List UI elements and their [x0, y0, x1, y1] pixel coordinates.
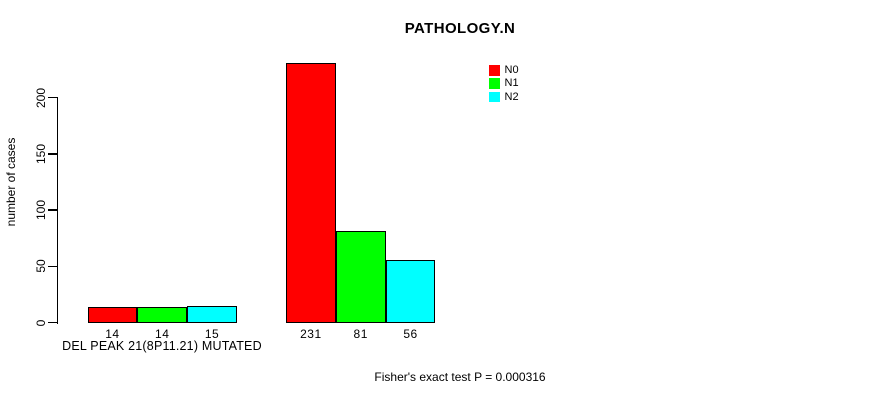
legend-entry-n2: N2: [489, 90, 519, 103]
bar-n0-group1: [87, 306, 138, 323]
legend-swatch-icon: [489, 91, 500, 103]
y-tick-label: 200: [34, 87, 48, 108]
legend-entry-n0: N0: [489, 65, 519, 76]
bar-n2-group2: [385, 259, 436, 323]
bar-value-label: 231: [300, 327, 322, 341]
y-tick-mark: [47, 265, 57, 267]
y-tick-mark: [47, 321, 57, 324]
legend-entry-n1: N1: [489, 78, 519, 89]
legend-swatch-icon: [489, 65, 500, 76]
bar-n2-group1: [187, 305, 237, 323]
x-axis-label: DEL PEAK 21(8P11.21) MUTATED: [62, 339, 262, 353]
y-tick-label: 0: [34, 319, 48, 326]
y-tick-mark: [47, 209, 57, 211]
bar-n1-group1: [137, 306, 188, 323]
y-tick-label: 100: [34, 199, 48, 221]
y-axis-line: [56, 96, 58, 324]
y-tick-mark: [47, 96, 57, 99]
y-tick-label: 150: [34, 143, 48, 164]
bar-value-label: 14: [155, 327, 170, 341]
bar-n1-group2: [335, 231, 386, 323]
legend-label: N2: [504, 90, 519, 103]
legend-label: N0: [504, 64, 519, 76]
legend-label: N1: [504, 77, 519, 90]
bar-n0-group2: [286, 62, 336, 323]
bar-value-label: 15: [204, 327, 220, 341]
bar-value-label: 81: [353, 327, 368, 341]
chart-title: PATHOLOGY.N: [404, 20, 516, 37]
bar-value-label: 14: [105, 327, 120, 341]
legend: N0 N1 N2: [489, 65, 519, 103]
y-tick-label: 50: [34, 259, 48, 273]
p-value-annotation: Fisher's exact test P = 0.000316: [374, 370, 546, 384]
y-tick-mark: [47, 153, 57, 155]
bar-value-label: 56: [403, 327, 418, 341]
y-axis-label: number of cases: [4, 137, 18, 227]
legend-swatch-icon: [489, 78, 500, 89]
